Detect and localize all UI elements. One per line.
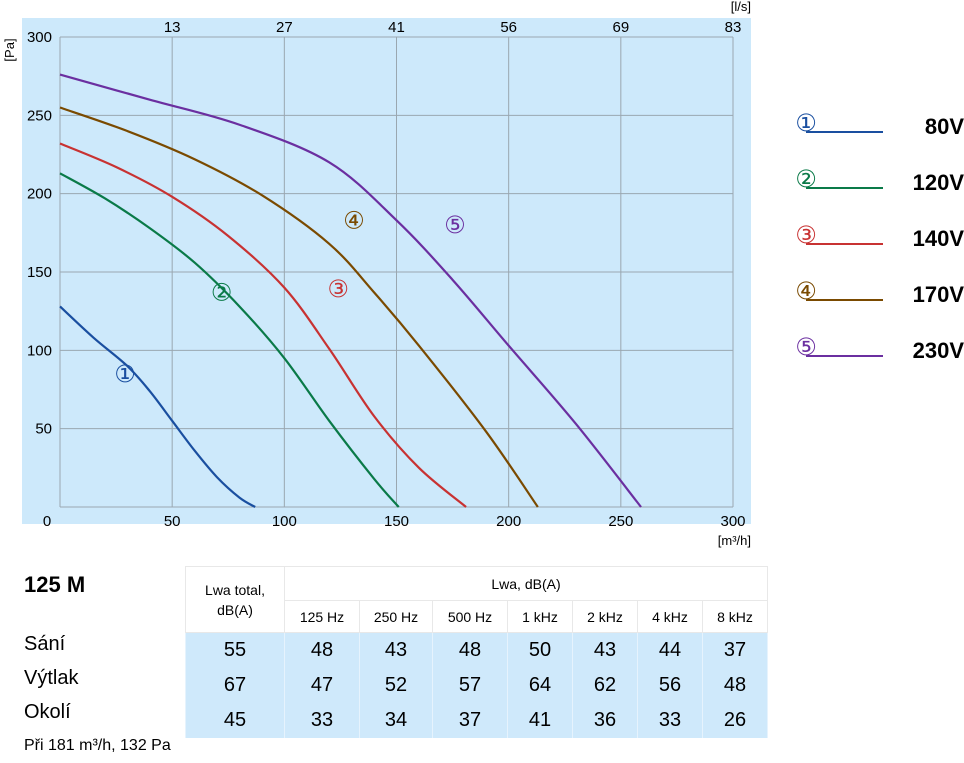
y-tick-label: 150 <box>27 264 52 281</box>
total-header-line1: Lwa total, <box>205 581 265 598</box>
x-tick-label: 250 <box>608 513 633 530</box>
x-tick-label: 100 <box>272 513 297 530</box>
series-line-170V <box>59 106 539 508</box>
operating-point-note: Při 181 m³/h, 132 Pa <box>24 737 171 754</box>
band-value: 62 <box>572 668 638 703</box>
band-value: 37 <box>432 703 508 738</box>
table-body: 55 48 43 48 50 43 44 37 67 47 52 57 64 62 56 48 45 33 34 37… <box>185 632 768 738</box>
legend-voltage: 170V <box>913 282 964 307</box>
y-tick-label: 300 <box>27 29 52 46</box>
frequency-header: 500 Hz <box>432 600 508 633</box>
band-value: 44 <box>637 632 703 668</box>
legend-voltage: 140V <box>913 226 964 251</box>
frequency-header: 8 kHz <box>702 600 768 633</box>
curve-label-2: ② <box>211 278 233 306</box>
legend-voltage: 120V <box>913 170 964 195</box>
curve-labels: ① ② ③ ④ ⑤ <box>114 206 465 388</box>
x-tick-label: 50 <box>164 513 181 530</box>
band-value: 33 <box>637 703 703 738</box>
y-axis-ticks: 50 100 150 200 250 300 <box>27 29 52 438</box>
table-row: 67 47 52 57 64 62 56 48 <box>185 668 768 703</box>
x-tick-label: 150 <box>384 513 409 530</box>
curve-label-1: ① <box>114 360 136 388</box>
band-value: 43 <box>359 632 433 668</box>
band-value: 34 <box>359 703 433 738</box>
band-value: 52 <box>359 668 433 703</box>
y-tick-label: 250 <box>27 107 52 124</box>
total-header-line2: dB(A) <box>217 601 253 618</box>
band-value: 47 <box>284 668 360 703</box>
frequency-header: 125 Hz <box>284 600 360 633</box>
band-value: 57 <box>432 668 508 703</box>
total-value: 45 <box>185 703 285 738</box>
x-top-tick-label: 27 <box>276 19 293 36</box>
series-line-80V <box>59 305 256 508</box>
row-label: Sání <box>24 633 66 655</box>
y-tick-label: 50 <box>35 421 52 438</box>
curve-label-5: ⑤ <box>444 211 466 239</box>
row-label: Výtlak <box>24 667 79 689</box>
legend: ① 80V ② 120V ③ 140V ④ 170V ⑤ 230V <box>795 109 964 363</box>
band-value: 48 <box>284 632 360 668</box>
frequency-header: 1 kHz <box>507 600 573 633</box>
legend-marker: ⑤ <box>795 333 817 361</box>
table-row: 55 48 43 48 50 43 44 37 <box>185 632 768 668</box>
total-value: 67 <box>185 668 285 703</box>
series-line-230V <box>59 73 642 508</box>
x-top-tick-label: 69 <box>612 19 629 36</box>
x-tick-label: 200 <box>496 513 521 530</box>
fan-curve-chart: 0 50 100 150 200 250 300 13 27 41 56 69 83 50 100 150… <box>2 0 964 548</box>
x-axis-ticks: 0 50 100 150 200 250 300 <box>43 513 746 530</box>
band-header: Lwa, dB(A) <box>284 566 768 601</box>
frequency-header: 4 kHz <box>637 600 703 633</box>
legend-marker: ① <box>795 109 817 137</box>
series-line-120V <box>59 172 400 508</box>
x-top-tick-label: 83 <box>725 19 742 36</box>
band-value: 64 <box>507 668 573 703</box>
x-axis-top-ticks: 13 27 41 56 69 83 <box>164 19 742 36</box>
x-axis-top-unit: [l/s] <box>731 0 751 14</box>
frequency-header: 2 kHz <box>572 600 638 633</box>
band-value: 26 <box>702 703 768 738</box>
legend-marker: ② <box>795 165 817 193</box>
curve-label-4: ④ <box>343 206 365 234</box>
plot-area <box>22 18 751 524</box>
band-value: 56 <box>637 668 703 703</box>
frequency-header: 250 Hz <box>359 600 433 633</box>
noise-table: Lwa total, dB(A) Lwa, dB(A) 125 Hz 250 Hz… <box>185 566 768 738</box>
legend-voltage: 230V <box>913 338 964 363</box>
x-tick-label: 300 <box>720 513 745 530</box>
series-line-140V <box>59 142 467 508</box>
row-label: Okolí <box>24 701 71 723</box>
y-axis-unit: [Pa] <box>2 38 17 61</box>
band-value: 48 <box>432 632 508 668</box>
band-value: 43 <box>572 632 638 668</box>
band-value: 48 <box>702 668 768 703</box>
y-tick-label: 100 <box>27 342 52 359</box>
table-row: 45 33 34 37 41 36 33 26 <box>185 703 768 738</box>
x-top-tick-label: 41 <box>388 19 405 36</box>
legend-voltage: 80V <box>925 114 964 139</box>
band-value: 37 <box>702 632 768 668</box>
x-top-tick-label: 13 <box>164 19 181 36</box>
band-value: 33 <box>284 703 360 738</box>
x-tick-label: 0 <box>43 513 51 530</box>
series-curves <box>59 73 642 508</box>
legend-marker: ④ <box>795 277 817 305</box>
y-tick-label: 200 <box>27 186 52 203</box>
band-value: 41 <box>507 703 573 738</box>
band-value: 50 <box>507 632 573 668</box>
legend-marker: ③ <box>795 221 817 249</box>
frequency-header-row: 125 Hz 250 Hz 500 Hz 1 kHz 2 kHz 4 kHz 8 kHz <box>186 600 768 633</box>
band-value: 36 <box>572 703 638 738</box>
model-name: 125 M <box>24 572 86 597</box>
curve-label-3: ③ <box>327 275 349 303</box>
grid-lines <box>59 36 734 508</box>
x-axis-unit: [m³/h] <box>718 533 751 548</box>
total-value: 55 <box>185 632 285 668</box>
x-top-tick-label: 56 <box>500 19 517 36</box>
total-header: Lwa total, dB(A) <box>185 566 285 633</box>
